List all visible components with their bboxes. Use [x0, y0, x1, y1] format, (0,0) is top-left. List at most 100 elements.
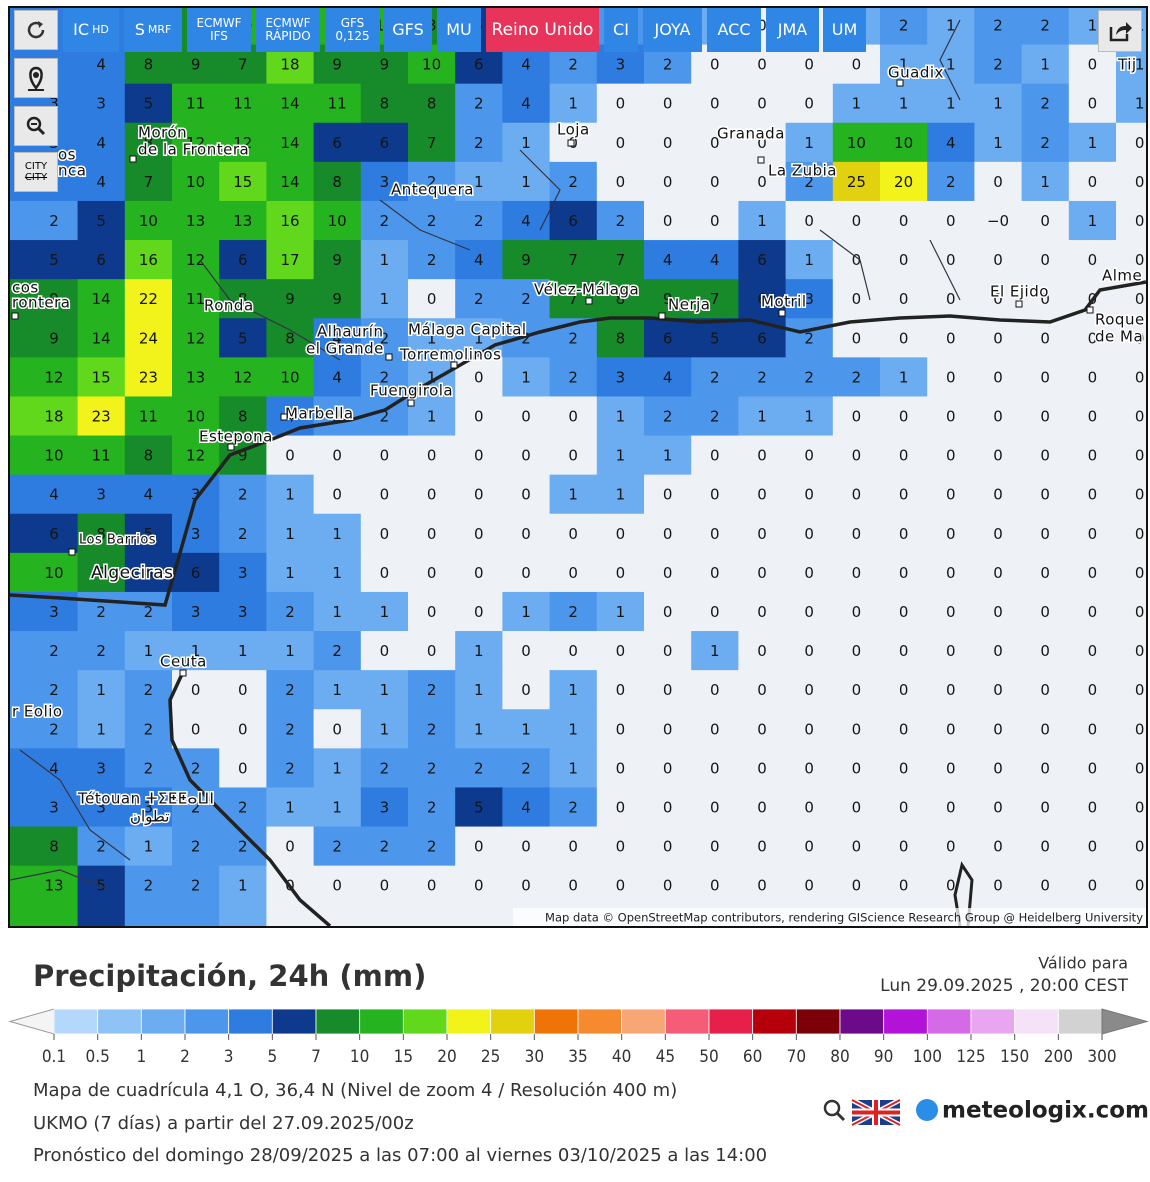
grid-cell: [313, 357, 362, 398]
grid-value: 2: [380, 212, 390, 230]
grid-value: 9: [238, 447, 248, 465]
grid-value: 0: [616, 95, 626, 113]
grid-value: 4: [96, 134, 106, 152]
grid-cell: [785, 631, 834, 671]
grid-value: 4: [49, 486, 59, 504]
grid-value: 0: [1088, 173, 1098, 191]
grid-value: 1: [616, 603, 626, 621]
grid-cell: [691, 513, 739, 554]
legend-swatch: [446, 1008, 492, 1035]
grid-value: 0: [852, 759, 862, 777]
model-button[interactable]: JMA: [766, 8, 819, 52]
grid-cell: [360, 318, 409, 358]
city-toggle[interactable]: CITY CITY: [14, 152, 58, 192]
model-button[interactable]: UM: [823, 8, 866, 52]
grid-value: 0: [1088, 759, 1098, 777]
grid-cell: [644, 787, 692, 828]
model-button[interactable]: GFS: [384, 8, 432, 52]
grid-value: 0: [993, 486, 1003, 504]
model-button[interactable]: GFS 0,125: [325, 8, 380, 52]
grid-value: 4: [332, 329, 342, 347]
grid-value: 0: [1135, 681, 1145, 699]
legend-label: 40: [612, 1047, 631, 1067]
grid-value: 0: [757, 877, 767, 895]
model-button-active[interactable]: Reino Unido: [486, 8, 599, 52]
grid-value: 0: [427, 447, 437, 465]
grid-cell: [77, 513, 126, 554]
grid-cell: [502, 631, 551, 671]
grid-cell: [219, 396, 267, 437]
button-label: IFS: [210, 29, 228, 43]
grid-cell: [1021, 83, 1070, 124]
grid-cell: [266, 787, 315, 828]
grid-value: 0: [710, 838, 720, 856]
place-labels: Guadix Morón de la Frontera Loja Granada…: [11, 54, 1146, 827]
refresh-button[interactable]: [14, 10, 58, 50]
grid-cell: [738, 279, 787, 319]
grid-cell: [10, 631, 79, 671]
zoom-button[interactable]: [14, 106, 58, 146]
grid-value: 0: [521, 838, 531, 856]
grid-value: 0: [852, 877, 862, 895]
city-label: CITY: [24, 172, 48, 183]
grid-value: 6: [191, 564, 201, 582]
grid-value: 0: [993, 799, 1003, 817]
logo[interactable]: meteologix.com: [942, 1098, 1149, 1124]
model-button[interactable]: CI: [604, 8, 638, 52]
grid-cell: [172, 435, 220, 476]
model-button[interactable]: S MRF: [124, 8, 182, 52]
grid-value: 0: [1088, 642, 1098, 660]
grid-value: 14: [280, 134, 299, 152]
location-button[interactable]: [14, 58, 58, 98]
grid-cell: [927, 357, 975, 398]
grid-cell: [313, 161, 362, 202]
grid-cell: [691, 318, 739, 358]
grid-cell: [313, 787, 362, 828]
grid-value: 0: [852, 564, 862, 582]
grid-cell: [927, 552, 975, 593]
model-button[interactable]: IC HD: [63, 8, 119, 52]
grid-value: 0: [663, 838, 673, 856]
model-button[interactable]: ECMWF IFS: [187, 8, 251, 52]
model-button[interactable]: JOYA: [643, 8, 702, 52]
legend-label: 80: [830, 1047, 849, 1067]
grid-value: 0: [899, 877, 909, 895]
grid-value: 8: [238, 408, 248, 426]
grid-value: 2: [144, 759, 154, 777]
grid-value: 1: [1088, 212, 1098, 230]
grid-cell: [974, 318, 1023, 358]
grid-cell: [549, 826, 598, 867]
model-button[interactable]: ECMWF RÁPIDO: [256, 8, 320, 52]
grid-value: 1: [946, 17, 956, 35]
grid-value: 1: [521, 368, 531, 386]
grid-cell: [455, 865, 503, 926]
grid-cell: [313, 200, 362, 241]
legend-swatch: [839, 1008, 885, 1035]
grid-value: 14: [92, 290, 111, 308]
grid-value: 4: [285, 408, 295, 426]
grid-value: 0: [993, 329, 1003, 347]
grid-value: 0: [568, 838, 578, 856]
grid-cell: [596, 787, 645, 828]
grid-cell: [124, 748, 173, 789]
grid-value: 0: [993, 525, 1003, 543]
grid-value: 0: [663, 212, 673, 230]
share-button[interactable]: [1098, 10, 1142, 52]
legend-swatch: [490, 1008, 535, 1035]
grid-cell: [927, 670, 975, 710]
grid-cell: [455, 435, 503, 476]
grid-value: 5: [49, 251, 59, 269]
grid-cell: [10, 826, 79, 867]
grid-value: 5: [96, 212, 106, 230]
grid-value: 0: [946, 759, 956, 777]
grid-cell: [832, 474, 881, 515]
grid-cell: [219, 474, 267, 515]
grid-value: 2: [238, 799, 248, 817]
model-button[interactable]: ACC: [707, 8, 761, 52]
grid-value: 0: [1088, 564, 1098, 582]
grid-cell: [360, 513, 409, 554]
grid-cell: [172, 83, 220, 124]
grid-cell: [832, 709, 881, 749]
grid-value: 1: [757, 212, 767, 230]
model-button[interactable]: MU: [437, 8, 481, 52]
